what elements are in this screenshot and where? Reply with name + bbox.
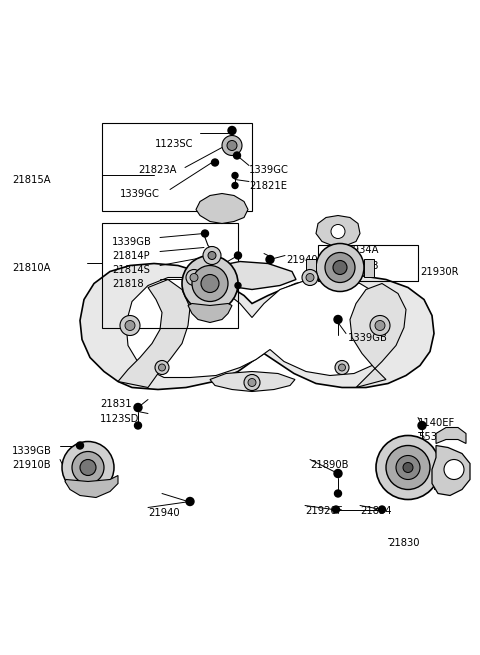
Text: 1140EF: 1140EF	[418, 417, 455, 428]
Circle shape	[396, 455, 420, 479]
Circle shape	[155, 360, 169, 375]
Bar	[102, 223, 238, 328]
Circle shape	[338, 364, 346, 371]
Text: 21814P: 21814P	[112, 252, 150, 261]
Polygon shape	[188, 303, 232, 322]
Circle shape	[203, 246, 221, 265]
Text: 21910B: 21910B	[12, 460, 50, 470]
Circle shape	[403, 462, 413, 472]
Circle shape	[248, 379, 256, 386]
Circle shape	[201, 274, 219, 293]
Circle shape	[335, 360, 349, 375]
Polygon shape	[126, 278, 394, 377]
Text: 21930R: 21930R	[420, 267, 458, 278]
Text: 21890B: 21890B	[310, 460, 348, 470]
Text: 55145D: 55145D	[224, 263, 264, 274]
Circle shape	[244, 375, 260, 390]
Text: 21815A: 21815A	[12, 176, 50, 185]
Text: 1339GC: 1339GC	[249, 166, 289, 176]
Text: 21934B: 21934B	[340, 261, 379, 272]
Circle shape	[212, 159, 218, 166]
Text: 1123SD: 1123SD	[100, 413, 139, 424]
Text: 21830: 21830	[388, 538, 420, 548]
Text: 1339GB: 1339GB	[348, 333, 388, 343]
Polygon shape	[196, 193, 248, 223]
Text: 21831: 21831	[100, 400, 132, 409]
Circle shape	[334, 470, 342, 477]
Text: 21934A: 21934A	[340, 246, 379, 255]
Text: 21818: 21818	[112, 280, 144, 290]
Circle shape	[334, 316, 342, 324]
Circle shape	[325, 252, 355, 282]
Polygon shape	[80, 263, 434, 390]
Circle shape	[302, 269, 318, 286]
Circle shape	[379, 506, 385, 513]
Polygon shape	[196, 261, 296, 290]
Polygon shape	[432, 445, 470, 495]
Circle shape	[202, 230, 208, 237]
Circle shape	[80, 460, 96, 476]
Text: 21940: 21940	[286, 255, 318, 265]
Circle shape	[370, 316, 390, 335]
Circle shape	[233, 152, 240, 159]
Circle shape	[186, 269, 202, 286]
Circle shape	[134, 403, 142, 411]
Circle shape	[232, 183, 238, 189]
Circle shape	[72, 451, 104, 483]
Circle shape	[125, 320, 135, 331]
Polygon shape	[436, 428, 466, 443]
Circle shape	[266, 255, 274, 263]
Text: 21834: 21834	[360, 506, 392, 515]
Polygon shape	[65, 476, 118, 498]
Circle shape	[120, 316, 140, 335]
Text: 21814S: 21814S	[112, 265, 150, 276]
Circle shape	[335, 490, 341, 497]
Circle shape	[186, 498, 194, 506]
Polygon shape	[364, 259, 374, 278]
Bar	[102, 124, 252, 212]
Text: 1339GB: 1339GB	[112, 238, 152, 248]
Circle shape	[222, 136, 242, 155]
Circle shape	[192, 265, 228, 301]
Text: 21821E: 21821E	[249, 181, 287, 191]
Text: 21920F: 21920F	[305, 506, 343, 515]
Circle shape	[235, 252, 241, 259]
Text: 1339GB: 1339GB	[12, 445, 52, 455]
Polygon shape	[350, 284, 406, 388]
Circle shape	[418, 422, 426, 430]
Circle shape	[331, 225, 345, 238]
Circle shape	[306, 274, 314, 282]
Circle shape	[333, 506, 339, 513]
Circle shape	[444, 460, 464, 479]
Circle shape	[182, 255, 238, 312]
Circle shape	[227, 141, 237, 151]
Text: 21832T: 21832T	[400, 481, 438, 491]
Circle shape	[375, 320, 385, 331]
Circle shape	[190, 274, 198, 282]
Circle shape	[235, 282, 241, 288]
Circle shape	[376, 436, 440, 500]
Circle shape	[208, 252, 216, 259]
Polygon shape	[306, 259, 316, 278]
Text: 21810A: 21810A	[12, 263, 50, 274]
Circle shape	[158, 364, 166, 371]
Circle shape	[62, 441, 114, 493]
Circle shape	[333, 261, 347, 274]
Text: 55396: 55396	[418, 432, 450, 441]
Polygon shape	[118, 280, 190, 388]
Text: 21823A: 21823A	[138, 166, 177, 176]
Polygon shape	[316, 215, 360, 246]
Circle shape	[386, 445, 430, 489]
Circle shape	[134, 422, 142, 429]
Text: 21940: 21940	[148, 508, 180, 517]
Polygon shape	[210, 371, 295, 392]
Circle shape	[228, 126, 236, 134]
Circle shape	[76, 442, 84, 449]
Bar	[318, 246, 418, 282]
Text: 1339GC: 1339GC	[120, 189, 160, 200]
Circle shape	[316, 244, 364, 291]
Text: 1123SC: 1123SC	[155, 140, 193, 149]
Circle shape	[232, 172, 238, 179]
